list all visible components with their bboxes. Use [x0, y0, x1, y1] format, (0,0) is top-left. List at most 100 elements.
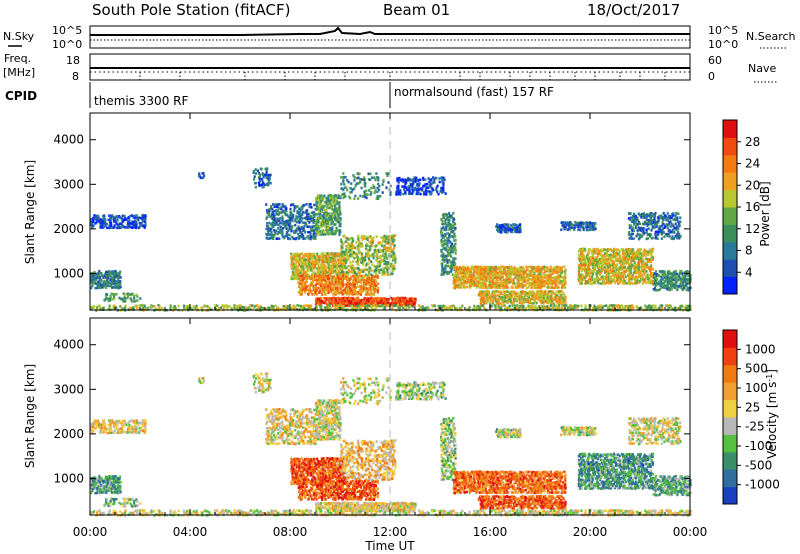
power-cell: [319, 233, 322, 236]
power-cell: [294, 223, 297, 227]
power-cell: [333, 254, 336, 257]
power-cell: [336, 264, 339, 268]
power-cell: [334, 214, 337, 217]
power-cell: [337, 208, 340, 212]
power-cell: [122, 220, 125, 223]
power-cell: [525, 265, 528, 269]
power-cell: [338, 196, 341, 200]
power-cell: [113, 274, 116, 278]
power-cell: [363, 176, 366, 179]
power-cell: [454, 242, 457, 246]
power-cell: [92, 274, 95, 278]
power-cell: [113, 281, 116, 285]
power-cell: [612, 277, 616, 281]
power-cell: [118, 224, 121, 227]
power-cell: [138, 221, 141, 225]
power-cell: [364, 258, 367, 262]
power-cell: [329, 252, 332, 256]
power-cell: [266, 224, 269, 228]
power-cell: [325, 275, 328, 278]
power-cell: [574, 220, 577, 224]
power-cell: [306, 276, 309, 280]
power-cell: [319, 283, 322, 287]
power-cell: [321, 252, 324, 256]
power-cell: [425, 193, 428, 196]
power-cell: [316, 201, 319, 204]
power-cell: [289, 223, 292, 226]
power-cell: [304, 281, 307, 284]
power-cell: [293, 231, 296, 235]
power-cell: [375, 284, 378, 288]
power-cell: [199, 176, 202, 180]
power-cell: [268, 173, 271, 177]
power-cell: [353, 282, 357, 286]
power-cell: [340, 290, 343, 294]
power-cell: [284, 223, 287, 227]
power-cell: [109, 218, 112, 222]
power-cell: [470, 280, 473, 283]
power-cell: [562, 275, 565, 279]
power-cell: [331, 218, 334, 221]
power-cell: [374, 279, 378, 282]
nsearch-label: N.Search: [746, 30, 796, 43]
power-cell: [338, 216, 341, 220]
beam-label: Beam 01: [383, 1, 450, 19]
power-cell: [450, 214, 453, 218]
power-cell: [452, 257, 455, 260]
power-cell: [94, 286, 97, 290]
power-cell: [375, 244, 378, 247]
power-cell: [314, 256, 317, 260]
freq-tick-bottom: 8: [72, 70, 79, 83]
power-cell: [328, 268, 331, 272]
power-cell: [112, 280, 115, 283]
power-cell: [329, 227, 332, 230]
power-cell: [377, 286, 380, 290]
power-cell: [319, 278, 322, 282]
power-cell: [322, 267, 325, 270]
power-cell: [335, 208, 338, 212]
power-cell: [279, 231, 282, 235]
power-cell: [345, 288, 348, 292]
power-cell: [337, 229, 340, 232]
power-cell: [320, 270, 323, 274]
power-cell: [293, 277, 296, 280]
power-cell: [101, 285, 104, 289]
power-cell: [274, 223, 277, 227]
power-cell: [304, 273, 307, 276]
power-cell: [289, 237, 292, 241]
power-cell: [318, 227, 321, 230]
power-cell: [313, 211, 316, 215]
power-cell: [469, 274, 472, 277]
power-cell: [266, 209, 269, 212]
freq-unit: [MHz]: [3, 66, 35, 79]
power-cell: [126, 223, 129, 227]
power-cell: [298, 237, 301, 240]
power-cell: [307, 259, 310, 262]
power-cell: [451, 242, 454, 246]
power-cell: [258, 175, 261, 179]
power-cell: [263, 183, 266, 187]
power-cell: [328, 224, 331, 228]
power-cell: [447, 264, 450, 268]
power-cell: [327, 222, 330, 226]
power-cell: [331, 264, 334, 268]
power-cell: [454, 257, 457, 260]
power-cell: [329, 289, 332, 293]
power-cell: [368, 257, 371, 260]
power-cell: [104, 222, 107, 225]
power-cell: [272, 203, 275, 206]
power-cell: [361, 234, 364, 238]
power-cell: [331, 258, 334, 262]
power-cell: [323, 279, 326, 282]
power-cell: [315, 213, 318, 216]
power-cell: [129, 297, 132, 300]
power-cell: [349, 291, 352, 295]
power-cell: [630, 277, 633, 281]
power-cell: [328, 218, 331, 222]
power-cell: [501, 275, 504, 279]
power-cell: [323, 233, 326, 236]
power-cell: [317, 262, 320, 266]
power-cell: [321, 290, 324, 294]
power-cell: [378, 271, 381, 274]
power-cell: [411, 186, 414, 190]
